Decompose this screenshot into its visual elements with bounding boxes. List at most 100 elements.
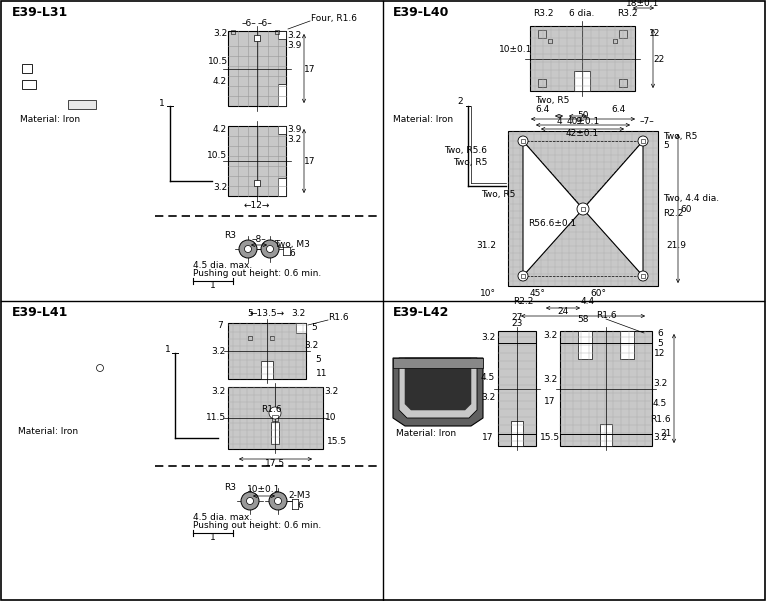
Text: 1: 1 (210, 534, 216, 543)
Bar (581, 207, 585, 211)
Text: Two, R5: Two, R5 (535, 97, 569, 106)
Bar (641, 139, 645, 143)
Bar (560, 331, 652, 446)
Circle shape (518, 136, 528, 146)
Text: 5: 5 (663, 141, 669, 150)
Bar (521, 274, 525, 278)
Text: 40±0.1: 40±0.1 (566, 117, 600, 126)
Text: R1.6: R1.6 (260, 406, 281, 415)
Text: 9: 9 (575, 117, 581, 126)
Text: Material: Iron: Material: Iron (20, 115, 80, 123)
Polygon shape (405, 358, 471, 410)
Text: 3.2: 3.2 (481, 392, 495, 401)
Text: E39-L42: E39-L42 (393, 307, 450, 320)
Text: 5: 5 (657, 340, 663, 349)
Text: 12: 12 (654, 350, 666, 359)
Text: Two, R5: Two, R5 (663, 132, 697, 141)
Text: 1: 1 (165, 344, 171, 353)
Text: Material: Iron: Material: Iron (393, 115, 453, 123)
Text: R3: R3 (224, 231, 236, 240)
Text: 2-M3: 2-M3 (289, 490, 311, 499)
Circle shape (247, 498, 254, 504)
Text: E39-L41: E39-L41 (12, 307, 68, 320)
Text: Pushing out height: 0.6 min.: Pushing out height: 0.6 min. (193, 520, 321, 529)
Bar (508, 131, 658, 286)
Circle shape (414, 47, 426, 59)
Text: 11: 11 (316, 370, 328, 379)
Polygon shape (18, 41, 113, 96)
Circle shape (445, 46, 455, 56)
Text: 31.2: 31.2 (476, 242, 496, 251)
Circle shape (97, 364, 103, 371)
Ellipse shape (88, 362, 112, 374)
Bar (248, 336, 252, 340)
Bar (498, 331, 536, 446)
Text: 4: 4 (556, 117, 561, 126)
Text: 3.2: 3.2 (304, 341, 318, 350)
Text: 5: 5 (247, 308, 253, 317)
Text: 21: 21 (660, 430, 672, 439)
Text: 45°: 45° (530, 290, 546, 299)
Circle shape (241, 492, 259, 510)
Text: 4.2: 4.2 (213, 76, 227, 85)
Bar (231, 30, 235, 34)
Text: Material: Iron: Material: Iron (18, 427, 78, 436)
Ellipse shape (415, 71, 435, 81)
Circle shape (610, 36, 620, 46)
Bar (538, 79, 546, 87)
Bar (228, 126, 286, 196)
Ellipse shape (37, 373, 57, 382)
Text: Two, R5: Two, R5 (453, 159, 487, 168)
Text: 10: 10 (326, 413, 337, 423)
Bar (270, 336, 274, 340)
Text: R1.6: R1.6 (596, 311, 617, 320)
Bar (393, 358, 483, 368)
Text: 6: 6 (289, 248, 295, 257)
Bar (548, 39, 552, 43)
Text: 4.5 dia. max.: 4.5 dia. max. (193, 513, 252, 522)
Text: 15.5: 15.5 (327, 436, 347, 445)
Text: 1: 1 (159, 99, 165, 108)
Text: 27: 27 (512, 313, 522, 322)
Text: 24: 24 (558, 308, 568, 317)
Text: –6–: –6– (257, 19, 273, 28)
Text: 3.2: 3.2 (653, 379, 667, 388)
Text: 17: 17 (304, 156, 316, 165)
Text: 7: 7 (217, 322, 223, 331)
Text: 6: 6 (657, 329, 663, 338)
Text: ←12→: ←12→ (244, 201, 270, 210)
Text: Four, R1.6: Four, R1.6 (311, 14, 357, 23)
Text: 3.2: 3.2 (211, 347, 225, 356)
Bar (521, 139, 525, 143)
Circle shape (269, 407, 281, 419)
Bar (278, 178, 286, 196)
Bar (278, 31, 286, 39)
Circle shape (268, 334, 276, 342)
Bar (600, 424, 612, 446)
Text: 3.2: 3.2 (287, 135, 301, 144)
Text: Two, 4.4 dia.: Two, 4.4 dia. (663, 195, 719, 204)
Text: 3.2: 3.2 (653, 433, 667, 442)
Text: 3.2: 3.2 (291, 308, 305, 317)
Ellipse shape (449, 76, 467, 85)
Circle shape (246, 334, 254, 342)
Text: 23: 23 (512, 319, 522, 328)
Bar (254, 35, 260, 41)
Text: ←13.5→: ←13.5→ (250, 308, 284, 317)
Text: R3.2: R3.2 (532, 10, 553, 19)
Text: 4.5: 4.5 (653, 400, 667, 409)
Bar (619, 79, 627, 87)
Text: 1: 1 (210, 281, 216, 290)
Text: E39-L40: E39-L40 (393, 7, 450, 19)
Text: R2.2: R2.2 (663, 210, 683, 219)
Text: 3.2: 3.2 (213, 183, 228, 192)
Polygon shape (395, 36, 490, 101)
Bar (530, 26, 635, 91)
Bar (261, 361, 273, 379)
Bar (228, 323, 306, 379)
Bar (228, 31, 286, 106)
Text: 17: 17 (545, 397, 556, 406)
Polygon shape (15, 358, 115, 406)
Bar (228, 387, 323, 449)
Circle shape (269, 492, 287, 510)
